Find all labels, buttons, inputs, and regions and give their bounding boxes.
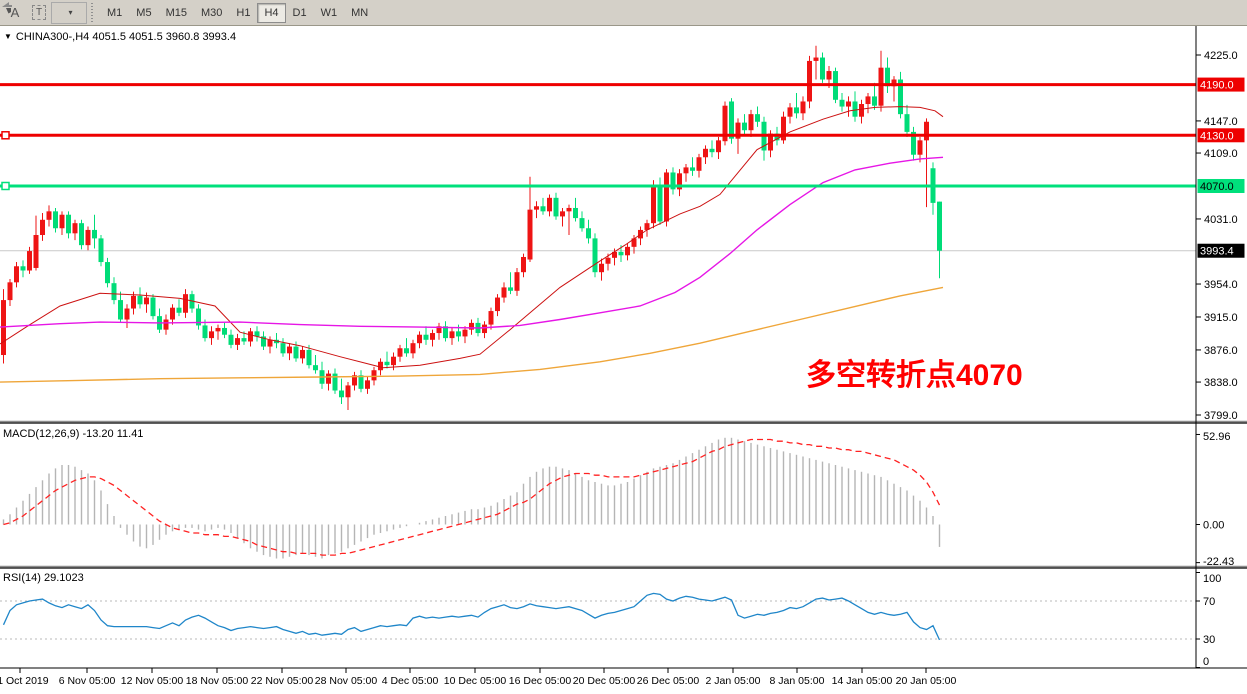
svg-text:28 Nov 05:00: 28 Nov 05:00: [315, 675, 378, 687]
tf-h1[interactable]: H1: [229, 3, 257, 23]
svg-text:3799.0: 3799.0: [1204, 410, 1238, 422]
toolbar: A T ▾ M1 M5 M15 M30 H1 H4 D1 W1 MN: [0, 0, 1247, 26]
svg-text:30: 30: [1203, 634, 1215, 646]
tf-m15[interactable]: M15: [159, 3, 194, 23]
svg-text:20 Jan 05:00: 20 Jan 05:00: [896, 675, 957, 687]
svg-text:3993.4: 3993.4: [1200, 246, 1234, 258]
trend-annotation-text: 多空转折点4070: [806, 359, 1023, 392]
svg-text:12 Nov 05:00: 12 Nov 05:00: [121, 675, 184, 687]
svg-text:20 Dec 05:00: 20 Dec 05:00: [573, 675, 636, 687]
svg-text:3915.0: 3915.0: [1204, 312, 1238, 324]
svg-text:4190.0: 4190.0: [1200, 80, 1234, 92]
svg-text:100: 100: [1203, 573, 1221, 585]
svg-text:0: 0: [1203, 656, 1209, 668]
svg-text:4 Dec 05:00: 4 Dec 05:00: [382, 675, 439, 687]
rsi-indicator-label: RSI(14) 29.1023: [3, 572, 84, 584]
svg-text:4109.0: 4109.0: [1204, 148, 1238, 160]
tf-mn[interactable]: MN: [344, 3, 375, 23]
svg-text:3876.0: 3876.0: [1204, 345, 1238, 357]
text-box-icon: T: [31, 5, 47, 20]
tf-d1[interactable]: D1: [286, 3, 314, 23]
toolbar-grip[interactable]: [90, 2, 95, 23]
svg-text:52.96: 52.96: [1203, 431, 1231, 443]
svg-text:10 Dec 05:00: 10 Dec 05:00: [444, 675, 507, 687]
text-box-tool-button[interactable]: T: [27, 2, 51, 24]
svg-text:31 Oct 2019: 31 Oct 2019: [0, 675, 49, 687]
svg-text:4147.0: 4147.0: [1204, 116, 1238, 128]
svg-text:70: 70: [1203, 596, 1215, 608]
svg-text:4031.0: 4031.0: [1204, 214, 1238, 226]
svg-text:2 Jan 05:00: 2 Jan 05:00: [706, 675, 761, 687]
tf-h4[interactable]: H4: [257, 2, 286, 23]
svg-text:4070.0: 4070.0: [1200, 181, 1234, 193]
svg-text:16 Dec 05:00: 16 Dec 05:00: [509, 675, 572, 687]
chart-title-text: CHINA300-,H4 4051.5 4051.5 3960.8 3993.4: [15, 31, 237, 43]
svg-text:0.00: 0.00: [1203, 520, 1224, 532]
svg-text:-22.43: -22.43: [1203, 556, 1234, 568]
svg-text:6 Nov 05:00: 6 Nov 05:00: [59, 675, 116, 687]
svg-text:26 Dec 05:00: 26 Dec 05:00: [637, 675, 700, 687]
svg-text:18 Nov 05:00: 18 Nov 05:00: [186, 675, 249, 687]
arrows-icon: [2, 2, 12, 14]
tf-m5[interactable]: M5: [129, 3, 158, 23]
chart-title-marker-icon: ▼: [4, 32, 12, 41]
tf-m1[interactable]: M1: [100, 3, 129, 23]
chart-title: ▼ CHINA300-,H4 4051.5 4051.5 3960.8 3993.…: [4, 31, 236, 43]
macd-indicator-label: MACD(12,26,9) -13.20 11.41: [3, 428, 144, 440]
svg-text:3838.0: 3838.0: [1204, 377, 1238, 389]
arrows-tool-button[interactable]: ▾: [2, 1, 87, 24]
caret-down-icon: ▾: [68, 8, 73, 17]
svg-text:14 Jan 05:00: 14 Jan 05:00: [832, 675, 893, 687]
svg-text:8 Jan 05:00: 8 Jan 05:00: [770, 675, 825, 687]
svg-text:3954.0: 3954.0: [1204, 279, 1238, 291]
svg-text:22 Nov 05:00: 22 Nov 05:00: [251, 675, 314, 687]
svg-text:4225.0: 4225.0: [1204, 50, 1238, 62]
tf-m30[interactable]: M30: [194, 3, 229, 23]
tf-w1[interactable]: W1: [314, 3, 345, 23]
svg-text:4130.0: 4130.0: [1200, 130, 1234, 142]
text-label-tool-button[interactable]: A: [3, 2, 27, 24]
